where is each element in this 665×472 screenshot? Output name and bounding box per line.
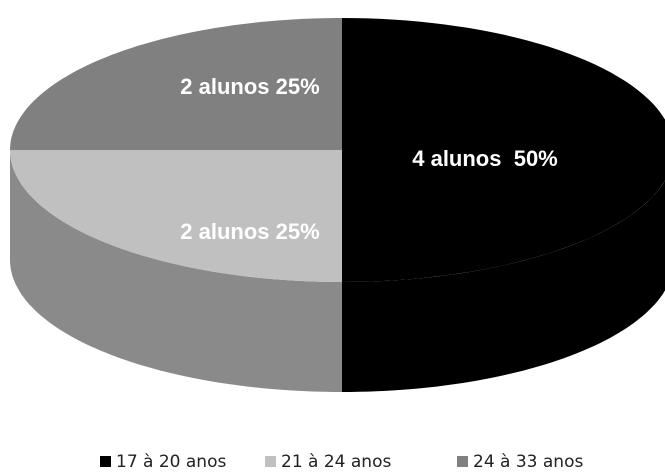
slice	[10, 18, 342, 150]
data-label: 4 alunos 50%	[412, 146, 558, 171]
slice	[10, 150, 342, 282]
legend-swatch	[265, 456, 276, 467]
data-label: 2 alunos 25%	[180, 74, 319, 99]
legend-label: 21 à 24 anos	[281, 452, 391, 472]
legend-label: 17 à 20 anos	[116, 452, 226, 472]
slice	[342, 18, 665, 282]
legend-swatch	[100, 456, 111, 467]
legend-swatch	[457, 456, 468, 467]
slice-side	[342, 180, 665, 392]
data-label: 2 alunos 25%	[180, 219, 319, 244]
legend-label: 24 à 33 anos	[473, 452, 583, 472]
slice-side	[10, 150, 342, 392]
